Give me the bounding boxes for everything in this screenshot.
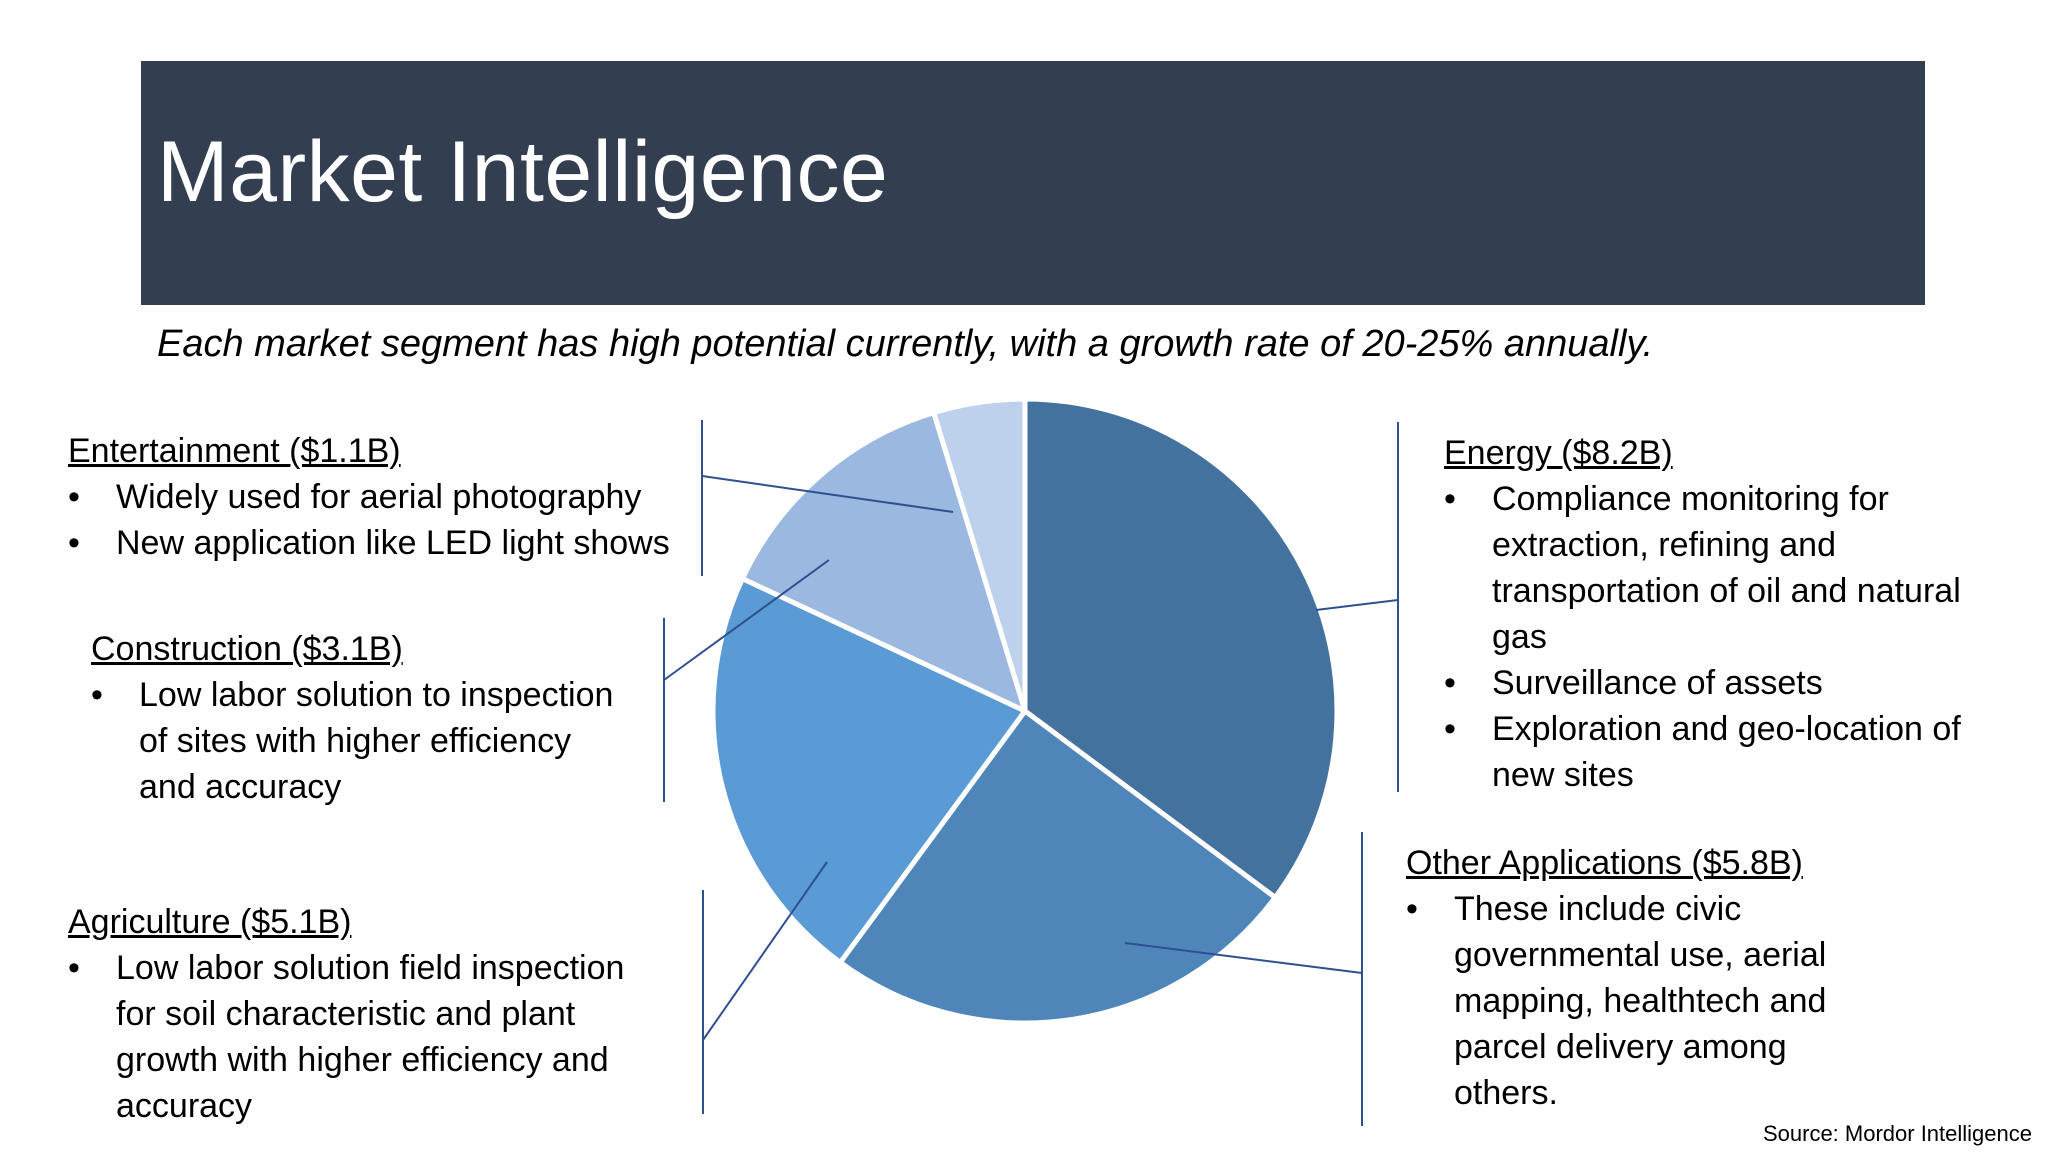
bullet-item: Compliance monitoring for extraction, re… [1444, 476, 1964, 660]
bullet-item: Exploration and geo-location of new site… [1444, 706, 1964, 798]
segment-heading: Construction ($3.1B) [91, 630, 403, 668]
slide-title: Market Intelligence [157, 124, 889, 220]
segment-heading: Other Applications ($5.8B) [1406, 844, 1803, 882]
leader-line-entertainment-connector [701, 475, 954, 513]
leader-line-energy-connector [1315, 599, 1399, 611]
leader-line-agriculture-connector [702, 861, 828, 1041]
pie-slice-energy [1022, 396, 1340, 900]
segment-agriculture: Agriculture ($5.1B) Low labor solution f… [68, 899, 668, 1129]
segment-entertainment: Entertainment ($1.1B) Widely used for ae… [68, 428, 688, 566]
bullet-item: New application like LED light shows [68, 520, 688, 566]
segment-construction: Construction ($3.1B) Low labor solution … [91, 626, 631, 810]
segment-energy: Energy ($8.2B) Compliance monitoring for… [1444, 430, 1964, 798]
segment-heading: Entertainment ($1.1B) [68, 432, 401, 470]
pie-slice-other-applications [837, 708, 1278, 1026]
bullet-item: Surveillance of assets [1444, 660, 1964, 706]
title-bar: Market Intelligence [141, 61, 1925, 305]
bullet-item: These include civic governmental use, ae… [1406, 886, 1886, 1116]
slide-subtitle: Each market segment has high potential c… [157, 323, 1654, 365]
segment-heading: Agriculture ($5.1B) [68, 903, 352, 941]
segment-heading: Energy ($8.2B) [1444, 434, 1673, 472]
bullet-item: Low labor solution to inspection of site… [91, 672, 631, 810]
leader-line-construction-connector [663, 559, 830, 681]
leader-line-other-connector [1124, 942, 1363, 974]
bullet-item: Low labor solution field inspection for … [68, 945, 668, 1129]
segment-other-applications: Other Applications ($5.8B) These include… [1406, 840, 1886, 1116]
bullet-item: Widely used for aerial photography [68, 474, 688, 520]
source-note: Source: Mordor Intelligence [1762, 1121, 2032, 1146]
pie-slice-entertainment [931, 396, 1028, 714]
